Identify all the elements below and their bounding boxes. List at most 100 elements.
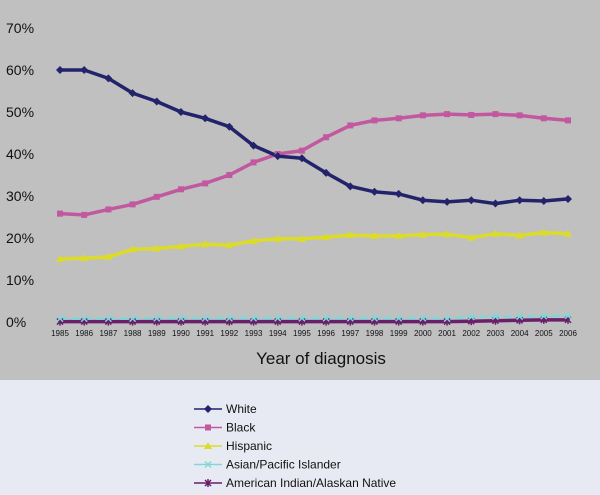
x-tick-label: 1994 bbox=[269, 329, 287, 338]
legend-background bbox=[0, 380, 600, 495]
data-point-white bbox=[56, 66, 64, 74]
data-point-white bbox=[418, 196, 427, 205]
data-point-black bbox=[81, 211, 88, 218]
legend-swatch-marker bbox=[204, 460, 212, 469]
series-line-black bbox=[58, 112, 570, 217]
x-tick-label: 1992 bbox=[220, 329, 238, 338]
x-axis-ticks: 1985 1986 1987 1988 1989 1990 1991 1992 1993 1994… bbox=[51, 329, 577, 338]
data-point-asian-pacific-islander bbox=[370, 314, 379, 322]
y-tick-label: 30% bbox=[6, 188, 34, 204]
data-point-white bbox=[346, 182, 355, 191]
data-point-asian-pacific-islander bbox=[129, 315, 137, 323]
x-axis-label: Year of diagnosis bbox=[256, 349, 386, 368]
y-tick-label: 20% bbox=[6, 230, 34, 246]
x-tick-label: 1996 bbox=[317, 329, 335, 338]
data-point-hispanic bbox=[56, 255, 64, 262]
data-point-asian-pacific-islander bbox=[346, 314, 354, 322]
data-point-black bbox=[250, 159, 257, 166]
data-point-white bbox=[515, 196, 524, 205]
legend-label: White bbox=[226, 402, 257, 416]
data-point-black bbox=[444, 111, 451, 118]
legend-swatch-marker bbox=[204, 405, 212, 413]
data-point-hispanic bbox=[322, 233, 331, 241]
data-point-black bbox=[153, 193, 160, 200]
series-lines bbox=[58, 68, 570, 324]
x-tick-label: 1998 bbox=[366, 329, 384, 338]
x-tick-label: 2006 bbox=[559, 329, 577, 338]
series-line-white bbox=[58, 68, 570, 206]
data-point-asian-pacific-islander bbox=[274, 314, 282, 322]
legend-swatch-marker bbox=[205, 424, 211, 431]
legend-item-american-indian-alaskan-native: American Indian/Alaskan Native bbox=[194, 476, 396, 490]
data-point-asian-pacific-islander bbox=[56, 315, 64, 323]
legend: White Black Hispanic Asian/Pacific Islander… bbox=[194, 402, 396, 490]
data-point-white bbox=[443, 197, 452, 206]
legend-item-black: Black bbox=[194, 421, 256, 435]
data-point-black bbox=[202, 180, 209, 187]
data-point-white bbox=[80, 66, 89, 74]
data-point-hispanic bbox=[394, 231, 403, 239]
data-point-white bbox=[104, 74, 113, 83]
data-point-asian-pacific-islander bbox=[395, 314, 403, 322]
x-tick-label: 1986 bbox=[75, 329, 93, 338]
x-tick-label: 2004 bbox=[511, 329, 529, 338]
data-point-white bbox=[152, 97, 161, 106]
legend-swatch-marker bbox=[204, 442, 212, 449]
data-point-black bbox=[323, 134, 330, 141]
x-tick-label: 1990 bbox=[172, 329, 190, 338]
data-point-white bbox=[273, 152, 282, 161]
series-line-asian-pacific-islander bbox=[58, 314, 570, 320]
data-point-white bbox=[176, 108, 185, 116]
data-point-asian-pacific-islander bbox=[564, 312, 572, 320]
x-tick-label: 2005 bbox=[535, 329, 553, 338]
x-tick-label: 1985 bbox=[51, 329, 69, 338]
data-point-hispanic bbox=[297, 234, 306, 242]
data-point-black bbox=[395, 115, 402, 122]
data-point-hispanic bbox=[128, 245, 137, 253]
data-point-white bbox=[297, 154, 306, 163]
data-point-asian-pacific-islander bbox=[201, 314, 209, 322]
data-point-asian-pacific-islander bbox=[153, 314, 161, 322]
y-tick-label: 40% bbox=[6, 146, 34, 162]
x-tick-label: 1993 bbox=[245, 329, 263, 338]
x-tick-label: 2001 bbox=[438, 329, 456, 338]
data-point-white bbox=[394, 189, 403, 198]
data-point-black bbox=[57, 210, 63, 217]
data-point-hispanic bbox=[273, 234, 282, 242]
data-point-asian-pacific-islander bbox=[104, 315, 112, 323]
legend-label: American Indian/Alaskan Native bbox=[226, 476, 396, 490]
y-tick-label: 10% bbox=[6, 272, 34, 288]
data-point-white bbox=[322, 168, 331, 177]
legend-label: Black bbox=[226, 421, 256, 435]
data-point-white bbox=[467, 196, 476, 205]
data-point-white bbox=[249, 141, 258, 150]
data-point-white bbox=[201, 114, 210, 123]
data-point-hispanic bbox=[443, 230, 452, 238]
data-point-asian-pacific-islander bbox=[419, 314, 427, 322]
x-tick-label: 1999 bbox=[390, 329, 408, 338]
legend-item-asian-pacific-islander: Asian/Pacific Islander bbox=[194, 458, 341, 472]
data-point-black bbox=[419, 112, 426, 119]
legend-item-white: White bbox=[194, 402, 257, 416]
data-point-hispanic bbox=[418, 230, 427, 238]
data-point-asian-pacific-islander bbox=[443, 315, 451, 323]
data-point-asian-pacific-islander bbox=[225, 314, 233, 322]
data-point-black bbox=[105, 206, 112, 213]
data-point-white bbox=[539, 197, 548, 206]
y-tick-label: 50% bbox=[6, 104, 34, 120]
legend-swatch-marker bbox=[204, 479, 212, 487]
data-point-asian-pacific-islander bbox=[80, 315, 88, 323]
legend-label: Asian/Pacific Islander bbox=[226, 458, 341, 472]
series-line-hispanic bbox=[58, 230, 570, 261]
data-point-hispanic bbox=[201, 240, 210, 248]
data-point-asian-pacific-islander bbox=[491, 313, 499, 321]
series-markers bbox=[56, 66, 572, 326]
x-tick-label: 2003 bbox=[487, 329, 505, 338]
data-point-asian-pacific-islander bbox=[177, 314, 185, 322]
x-tick-label: 1997 bbox=[341, 329, 359, 338]
y-tick-label: 70% bbox=[6, 20, 34, 36]
data-point-black bbox=[468, 111, 475, 118]
legend-item-hispanic: Hispanic bbox=[194, 439, 272, 453]
data-point-hispanic bbox=[80, 254, 89, 262]
x-tick-label: 1991 bbox=[196, 329, 214, 338]
